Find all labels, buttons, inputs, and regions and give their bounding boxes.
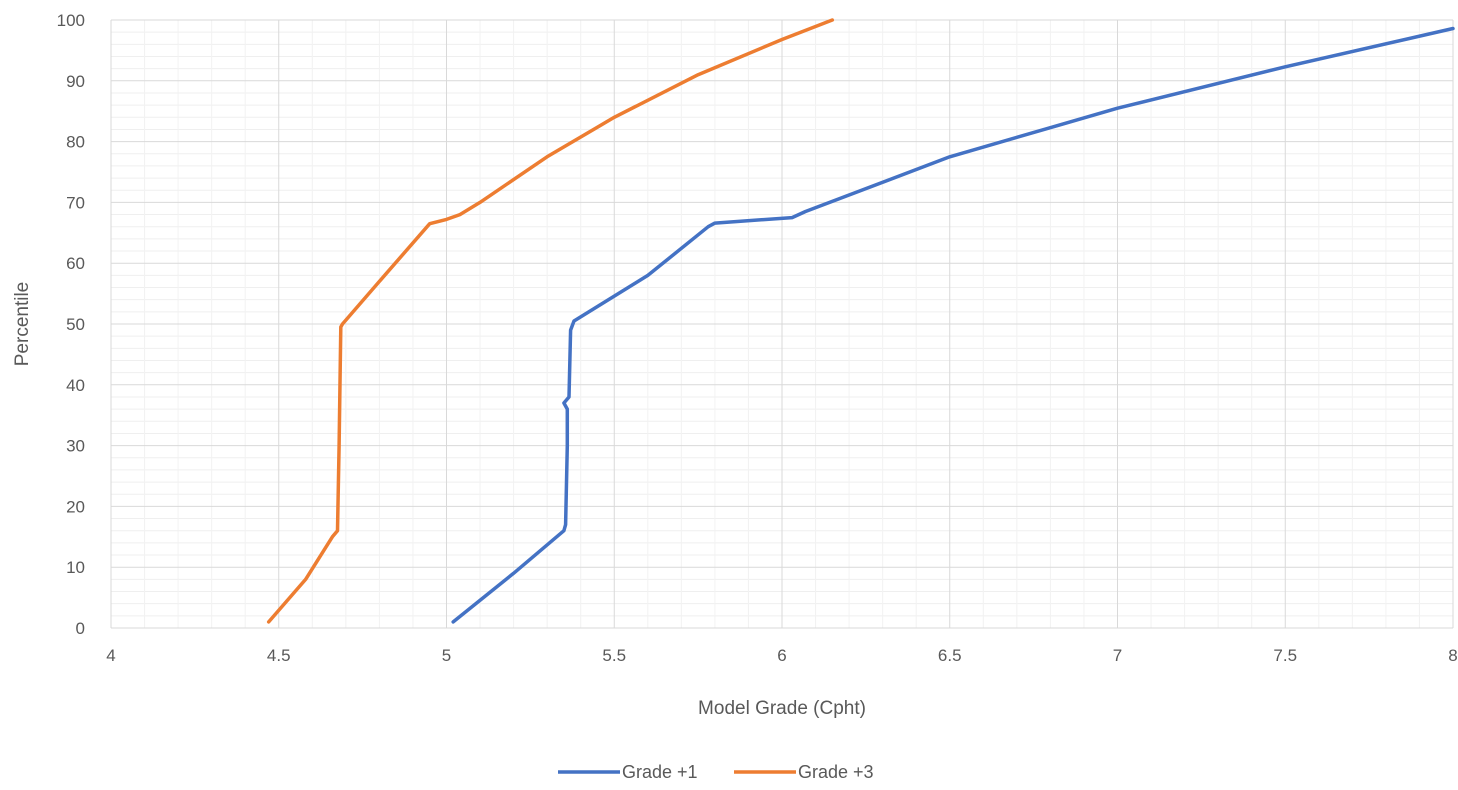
y-tick-label: 50 [66, 315, 85, 334]
y-axis-tick-labels: 0 10 20 30 40 50 60 70 80 90 100 [57, 11, 85, 638]
y-tick-label: 90 [66, 72, 85, 91]
legend: Grade +1 Grade +3 [558, 762, 874, 782]
x-tick-label: 7.5 [1273, 646, 1297, 665]
y-axis-title: Percentile [12, 282, 33, 367]
legend-label: Grade +1 [622, 762, 698, 782]
y-tick-label: 80 [66, 133, 85, 152]
series-line-grade-3 [266, 18, 835, 624]
x-axis-title: Model Grade (Cpht) [698, 698, 866, 719]
series-lines [266, 18, 1455, 624]
y-tick-label: 30 [66, 437, 85, 456]
x-tick-label: 4.5 [267, 646, 291, 665]
x-tick-label: 6 [777, 646, 786, 665]
series-line-grade-1 [451, 26, 1455, 624]
y-tick-label: 100 [57, 11, 85, 30]
y-tick-label: 0 [76, 619, 85, 638]
y-tick-label: 20 [66, 497, 85, 516]
y-tick-label: 60 [66, 254, 85, 273]
major-gridlines [110, 19, 1454, 629]
x-tick-label: 4 [106, 646, 115, 665]
x-tick-label: 7 [1113, 646, 1122, 665]
x-tick-label: 5.5 [602, 646, 626, 665]
x-tick-label: 8 [1448, 646, 1457, 665]
x-tick-label: 5 [442, 646, 451, 665]
legend-label: Grade +3 [798, 762, 874, 782]
x-axis-tick-labels: 4 4.5 5 5.5 6 6.5 7 7.5 8 [106, 646, 1457, 665]
y-tick-label: 40 [66, 376, 85, 395]
x-tick-label: 6.5 [938, 646, 962, 665]
y-tick-label: 10 [66, 558, 85, 577]
y-tick-label: 70 [66, 193, 85, 212]
